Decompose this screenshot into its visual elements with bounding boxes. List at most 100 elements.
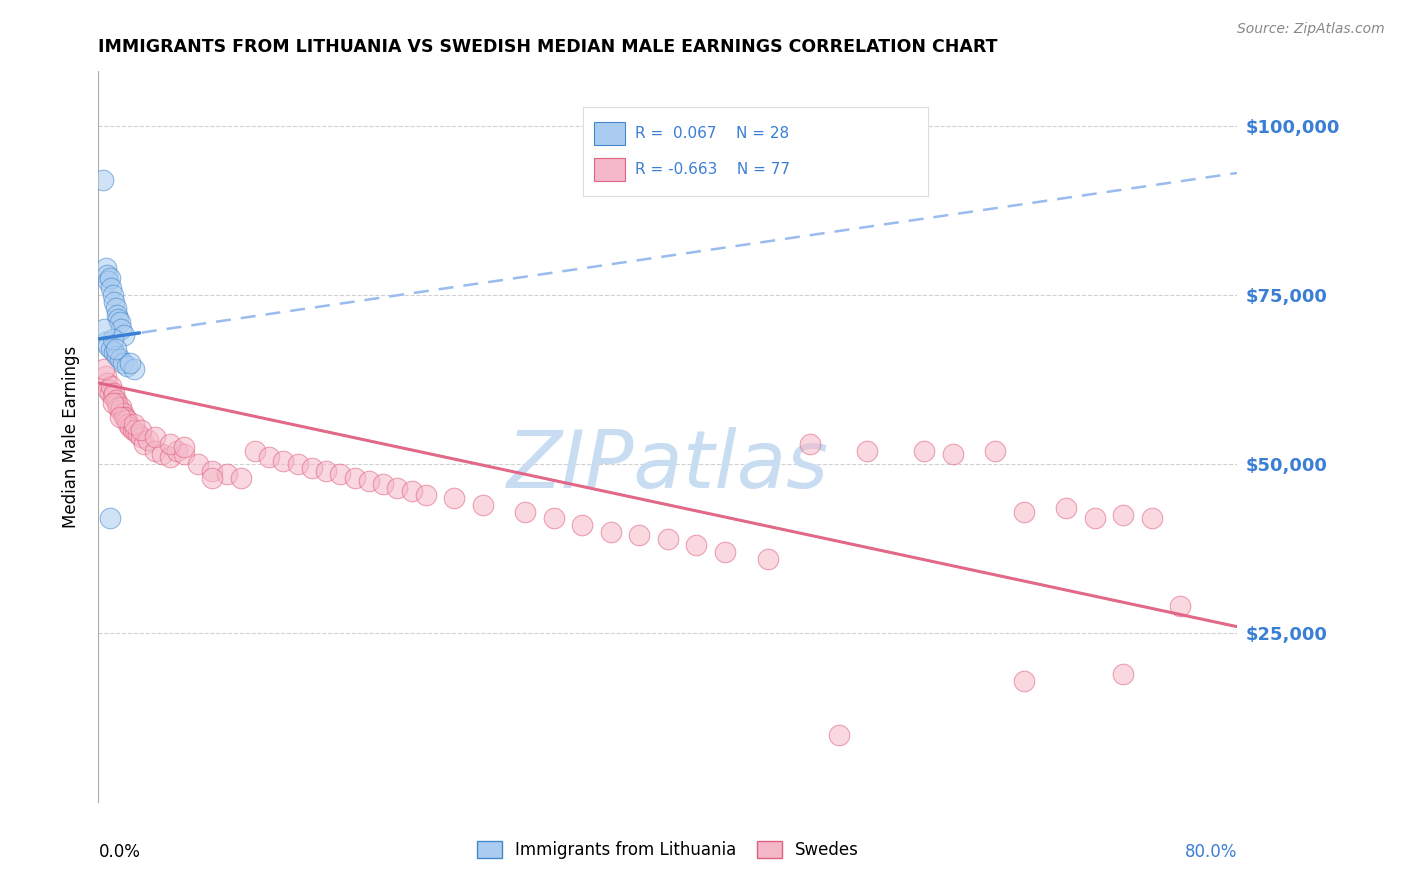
Point <box>100 342 122 356</box>
Point <box>1140 511 1163 525</box>
Point <box>628 528 651 542</box>
Point <box>828 728 851 742</box>
Point <box>97 383 120 397</box>
Y-axis label: Median Male Earnings: Median Male Earnings <box>62 346 80 528</box>
Point <box>1056 501 1078 516</box>
Point <box>110 400 132 414</box>
Point <box>97 274 120 288</box>
Point <box>101 288 124 302</box>
Point <box>515 505 537 519</box>
Point <box>215 467 238 482</box>
Point <box>122 362 145 376</box>
Point <box>543 511 565 525</box>
Point <box>1112 508 1135 522</box>
Point <box>104 342 127 356</box>
Point <box>107 311 129 326</box>
Point <box>287 457 309 471</box>
Point <box>103 294 125 309</box>
Bar <box>593 122 624 145</box>
Point <box>343 471 366 485</box>
Point <box>112 328 135 343</box>
Point <box>229 471 252 485</box>
Point <box>136 434 159 448</box>
Point <box>108 403 131 417</box>
Point <box>115 359 138 373</box>
Point <box>856 443 879 458</box>
Point <box>91 172 114 186</box>
Text: IMMIGRANTS FROM LITHUANIA VS SWEDISH MEDIAN MALE EARNINGS CORRELATION CHART: IMMIGRANTS FROM LITHUANIA VS SWEDISH MED… <box>98 38 998 56</box>
Point <box>96 376 118 390</box>
Point <box>371 477 394 491</box>
Point <box>166 443 188 458</box>
Point <box>111 355 134 369</box>
Text: 80.0%: 80.0% <box>1185 843 1237 861</box>
Point <box>173 440 195 454</box>
Point <box>984 443 1007 458</box>
Legend: Immigrants from Lithuania, Swedes: Immigrants from Lithuania, Swedes <box>468 833 868 868</box>
Text: R = -0.663    N = 77: R = -0.663 N = 77 <box>636 162 790 177</box>
Point <box>401 484 423 499</box>
Point <box>100 379 122 393</box>
Point <box>187 457 209 471</box>
Point <box>93 322 115 336</box>
Point <box>94 335 117 350</box>
Point <box>571 518 593 533</box>
Point <box>152 447 174 461</box>
Point <box>97 338 120 352</box>
Point <box>243 443 266 458</box>
Point <box>1170 599 1192 614</box>
Point <box>98 386 121 401</box>
Bar <box>593 158 624 181</box>
Point <box>104 392 127 407</box>
Point <box>100 281 122 295</box>
Point <box>105 349 128 363</box>
Point <box>912 443 935 458</box>
Point <box>124 423 146 437</box>
Point <box>159 450 181 465</box>
Point <box>101 332 124 346</box>
Point <box>110 322 132 336</box>
Point <box>103 386 125 401</box>
Point <box>1012 505 1035 519</box>
Point <box>1012 673 1035 688</box>
Point <box>159 437 181 451</box>
Point <box>101 389 124 403</box>
Point <box>114 409 136 424</box>
Text: R =  0.067    N = 28: R = 0.067 N = 28 <box>636 127 789 141</box>
Point <box>111 406 134 420</box>
Point <box>357 474 380 488</box>
Point <box>799 437 821 451</box>
Point <box>112 409 135 424</box>
Point <box>115 413 138 427</box>
Point <box>107 400 129 414</box>
Point <box>685 538 707 552</box>
Text: Source: ZipAtlas.com: Source: ZipAtlas.com <box>1237 22 1385 37</box>
Point <box>94 369 117 384</box>
Point <box>108 409 131 424</box>
Point <box>714 545 737 559</box>
Text: ZIPatlas: ZIPatlas <box>506 427 830 506</box>
Point <box>101 396 124 410</box>
Point <box>471 498 494 512</box>
Point <box>132 437 155 451</box>
Point <box>118 420 141 434</box>
Point <box>121 423 143 437</box>
Point <box>117 417 139 431</box>
Point <box>129 430 152 444</box>
Point <box>108 352 131 367</box>
Point <box>329 467 352 482</box>
Point <box>98 511 121 525</box>
Text: 0.0%: 0.0% <box>98 843 141 861</box>
Point <box>145 443 167 458</box>
Point <box>756 552 779 566</box>
Point <box>105 308 128 322</box>
Point <box>96 268 118 282</box>
Point <box>127 426 149 441</box>
Point <box>201 464 224 478</box>
Point <box>259 450 281 465</box>
Point <box>301 460 323 475</box>
Point <box>129 423 152 437</box>
Point <box>315 464 337 478</box>
Point <box>122 417 145 431</box>
Point <box>173 447 195 461</box>
